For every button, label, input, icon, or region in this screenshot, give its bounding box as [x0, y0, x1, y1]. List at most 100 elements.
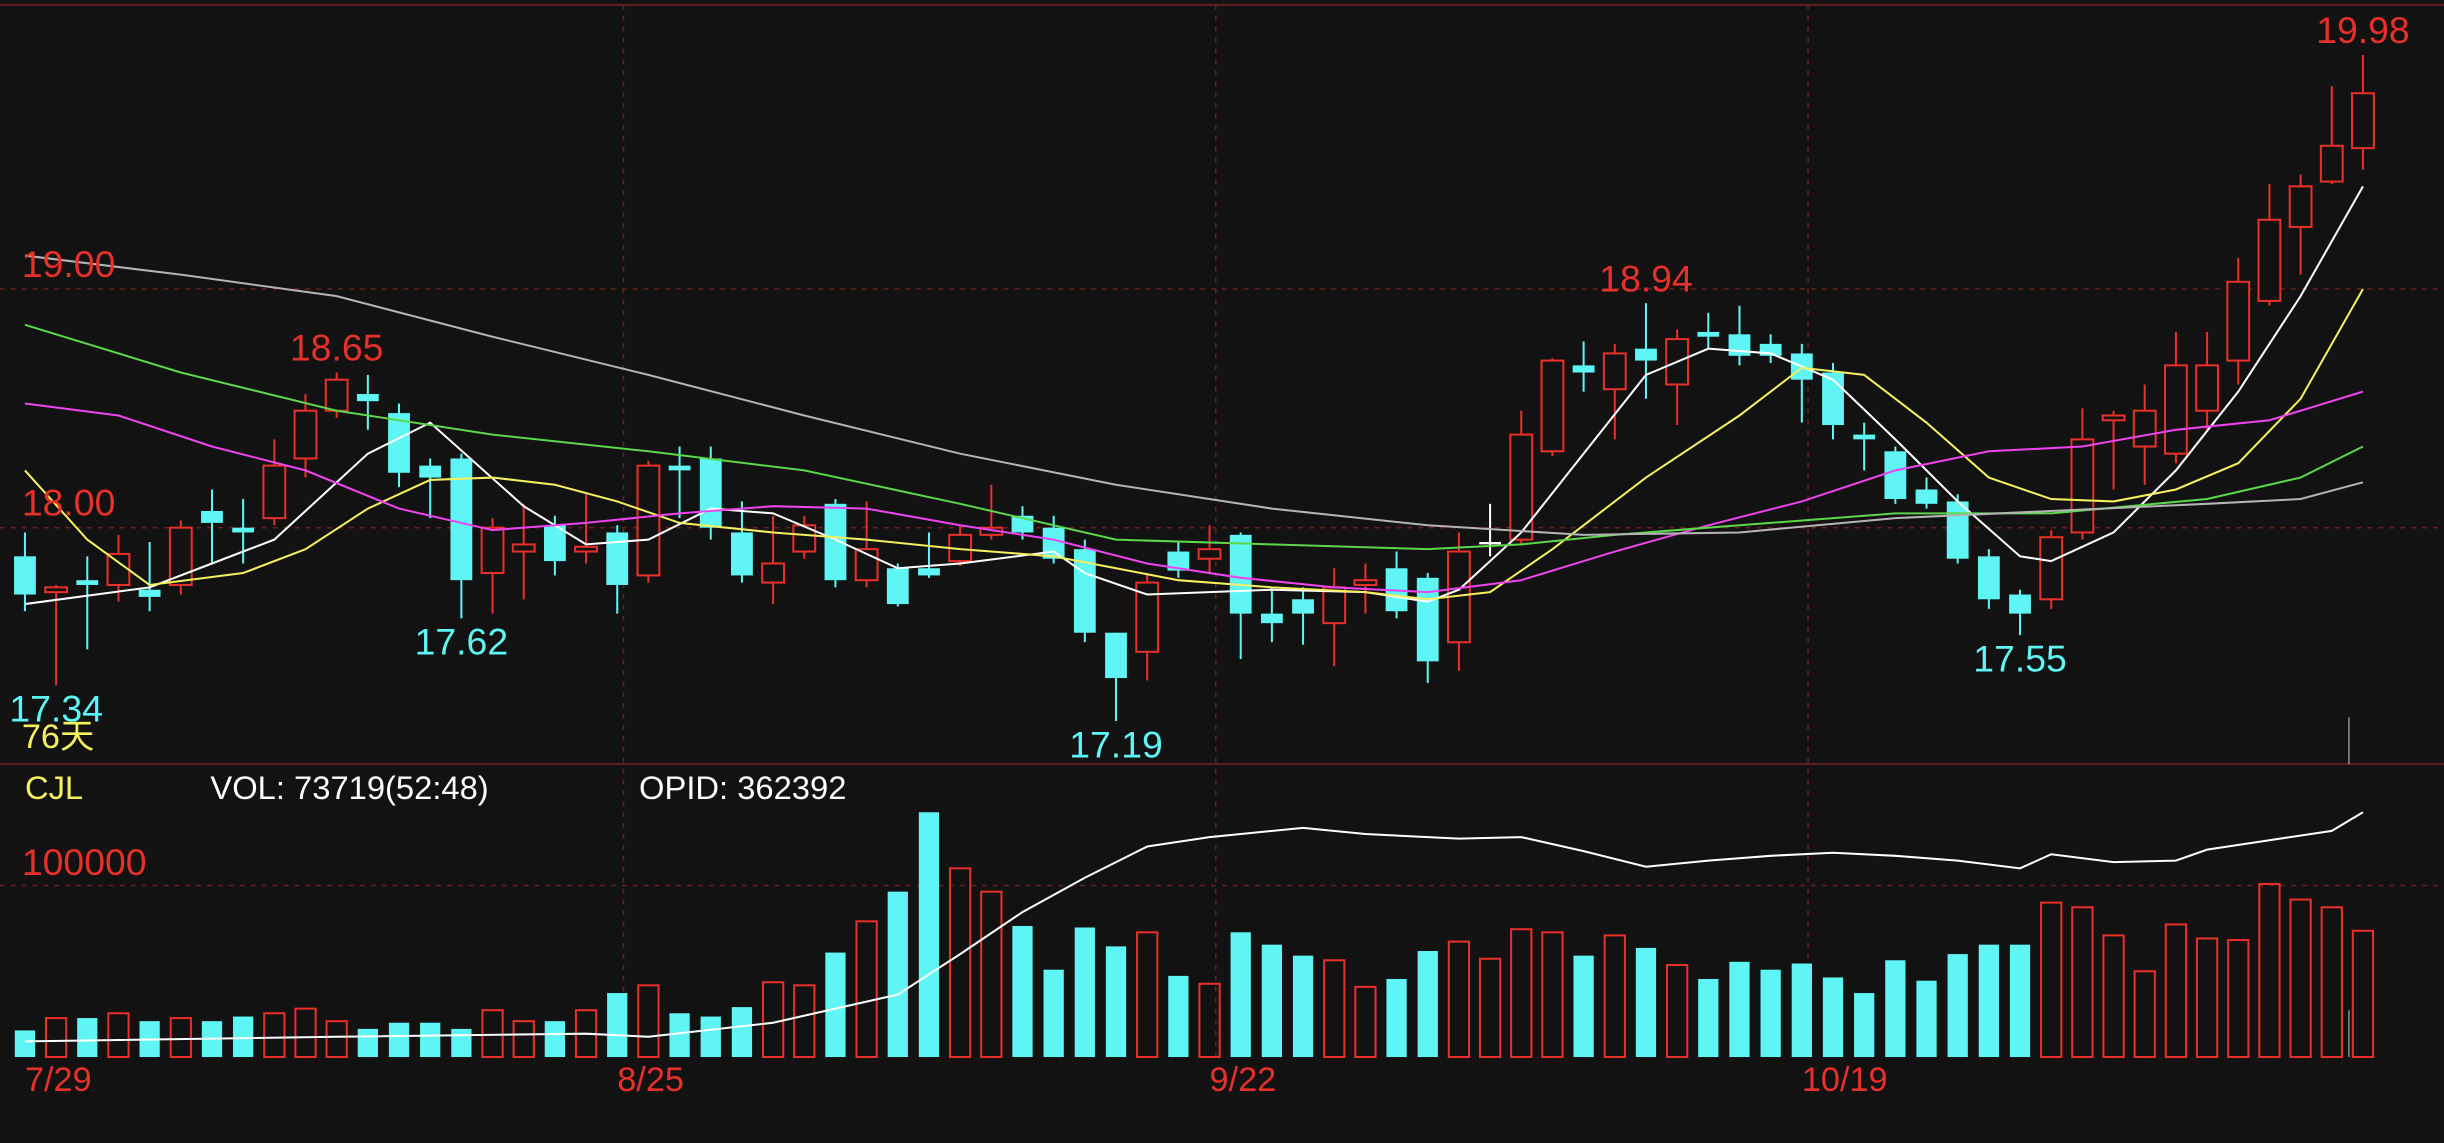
volume-bar [1885, 960, 1906, 1058]
high-label: 18.65 [290, 327, 384, 369]
volume-bar [388, 1022, 410, 1058]
candle-body [201, 510, 223, 523]
volume-bar [1230, 932, 1251, 1058]
candle-body [2319, 144, 2344, 183]
candle-body [1977, 556, 2000, 600]
candle-body [1884, 451, 1907, 500]
volume-bar [1012, 925, 1033, 1058]
candle-body [1759, 343, 1782, 356]
low-label: 17.34 [9, 688, 103, 730]
average-line [24, 811, 2364, 1043]
x-tick-label: 9/22 [1210, 1061, 1277, 1099]
volume-bar [2258, 882, 2281, 1059]
volume-subtitle: OPID: 362392 [639, 769, 846, 806]
candle-body [106, 552, 131, 586]
candle-body [668, 465, 691, 471]
candle-body [324, 378, 349, 412]
volume-bar [1978, 944, 1999, 1058]
volume-bar [2071, 906, 2094, 1059]
volume-bar [2102, 934, 2125, 1059]
volume-bar [14, 1030, 36, 1058]
average-line [24, 185, 2364, 606]
volume-bar [1760, 969, 1781, 1058]
candle-body [792, 524, 817, 553]
y-tick-label: 18.00 [22, 482, 116, 524]
candle-body [419, 465, 442, 478]
volume-bar [2040, 901, 2063, 1059]
candle-body [76, 580, 99, 585]
volume-bar [1573, 955, 1594, 1058]
volume-bar [948, 867, 972, 1059]
candle-body [1853, 434, 1876, 440]
volume-bar [420, 1022, 441, 1058]
average-line [24, 390, 2364, 594]
candle-body [262, 464, 287, 520]
volume-bar [918, 812, 940, 1058]
volume-bar [544, 1021, 566, 1058]
volume-bar [1323, 959, 1346, 1059]
candle-body [1353, 579, 1378, 586]
volume-bar [263, 1012, 286, 1059]
volume-bar [1168, 975, 1189, 1058]
period-label: 76天 [22, 718, 94, 756]
candle-body [1260, 613, 1283, 624]
candle-body [731, 532, 753, 576]
candle-body [1292, 599, 1314, 614]
volume-bar [731, 1007, 753, 1058]
candle-body [2132, 409, 2157, 448]
candle-body [636, 464, 661, 577]
candle-body [168, 526, 193, 586]
average-line [24, 288, 2364, 601]
candle-body [511, 543, 536, 553]
volume-bar [2320, 906, 2343, 1059]
labels: 76天 CJL VOL: 73719(52:48) OPID: 362392 1… [9, 9, 2409, 1099]
low-label: 17.19 [1069, 723, 1163, 765]
candle-body [824, 503, 847, 581]
candle-body [1167, 551, 1190, 571]
volume-bar [325, 1020, 348, 1059]
candle-body [2351, 92, 2375, 150]
candle-body [918, 568, 940, 576]
low-label: 17.55 [1973, 637, 2067, 679]
candle-body [2101, 414, 2126, 422]
candle-body [886, 568, 909, 605]
volume-bar [233, 1016, 254, 1058]
candle-body [543, 525, 566, 562]
volume-bar [2195, 937, 2219, 1059]
volume-bar [1478, 957, 1502, 1059]
low-label: 17.62 [415, 621, 509, 663]
volume-bar [1354, 985, 1377, 1059]
volume-title: CJL [25, 769, 83, 806]
volume-bar [1916, 980, 1937, 1058]
candle-body [138, 589, 161, 597]
candle-body [1509, 433, 1534, 541]
volume-bar [2133, 970, 2156, 1059]
candle-body [356, 394, 379, 402]
volume-bar [1603, 934, 1626, 1059]
volume-bar [1417, 951, 1438, 1058]
volume-bar [2164, 923, 2188, 1059]
candle-body [450, 458, 473, 581]
x-tick-label: 8/25 [617, 1061, 684, 1099]
volume-bar [481, 1009, 504, 1059]
volume-bar [980, 890, 1003, 1059]
volume-bar [1698, 978, 1719, 1058]
volume-bar [1791, 963, 1812, 1058]
volume-bar [1635, 947, 1657, 1058]
candle-body [1042, 527, 1065, 559]
volume-bar [1198, 982, 1221, 1059]
volume-bar [1665, 964, 1689, 1059]
y-tick-label: 19.00 [22, 243, 116, 285]
volume-bar [2289, 898, 2312, 1059]
plot [14, 55, 2375, 1059]
average-line [24, 254, 2364, 536]
volume-bar [1043, 969, 1064, 1058]
volume-bar [637, 984, 660, 1059]
candle-body [1479, 542, 1502, 545]
candle-body [2163, 364, 2188, 455]
volume-bar [825, 952, 846, 1058]
candle-body [44, 586, 69, 594]
candle-body [2039, 536, 2064, 601]
candle-body [1946, 501, 1969, 559]
average-line [24, 323, 2364, 551]
